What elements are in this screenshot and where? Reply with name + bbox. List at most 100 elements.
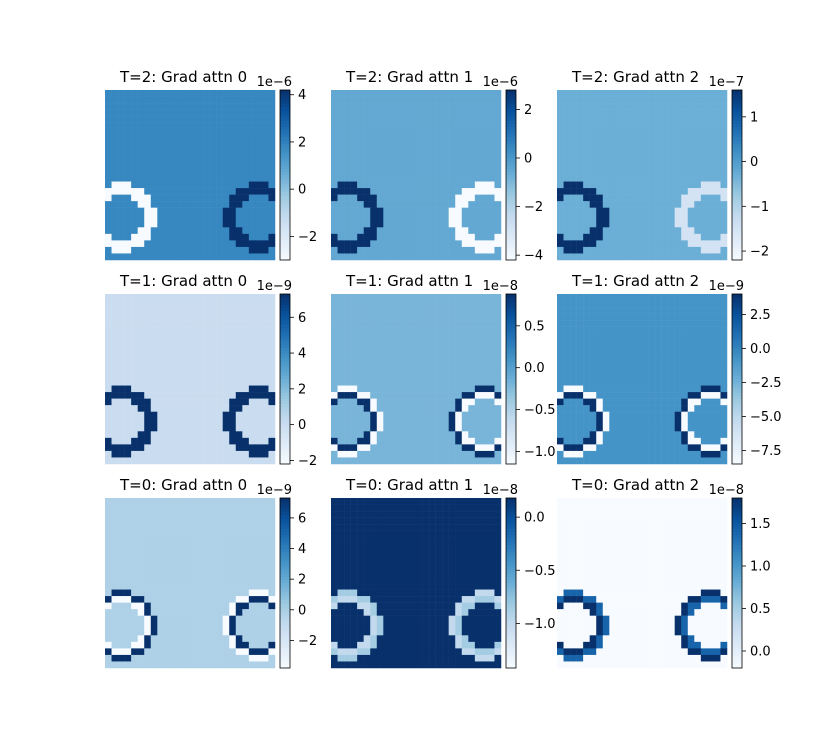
heatmap-cell [177,162,184,169]
heatmap-cell [236,333,243,340]
heatmap-cell [390,353,397,360]
heatmap-cell [268,570,275,577]
colorbar-segment [280,152,290,155]
colorbar-segment [506,294,516,297]
heatmap-cell [429,451,436,458]
heatmap-cell [635,97,642,104]
heatmap-cell [223,544,230,551]
heatmap-cell [164,208,171,215]
heatmap-cell [151,333,158,340]
heatmap-cell [635,320,642,327]
heatmap-cell [701,399,708,406]
heatmap-cell [210,136,217,143]
heatmap-cell [622,320,629,327]
heatmap-cell [138,333,145,340]
heatmap-cell [229,505,236,512]
heatmap-cell [720,359,727,366]
heatmap-cell [255,301,262,308]
heatmap-cell [118,444,125,451]
heatmap-cell [190,320,197,327]
heatmap-cell [655,399,662,406]
heatmap-cell [475,214,482,221]
heatmap-cell [423,431,430,438]
heatmap-cell [229,333,236,340]
heatmap-cell [364,234,371,241]
heatmap-cell [151,346,158,353]
heatmap-cell [223,576,230,583]
heatmap-cell [616,425,623,432]
heatmap-cell [494,97,501,104]
heatmap-cell [423,353,430,360]
colorbar-segment [506,382,516,385]
heatmap-cell [197,576,204,583]
heatmap-cell [157,616,164,623]
heatmap-cell [177,188,184,195]
heatmap-cell [377,162,384,169]
heatmap-cell [151,372,158,379]
heatmap-cell [157,221,164,228]
heatmap-cell [338,188,345,195]
heatmap-cell [164,240,171,247]
heatmap-cell [183,188,190,195]
heatmap-cell [662,221,669,228]
heatmap-cell [455,418,462,425]
heatmap-cell [596,444,603,451]
heatmap-cell [351,149,358,156]
colorbar-segment [506,331,516,334]
heatmap-cell [590,359,597,366]
heatmap-cell [138,399,145,406]
colorbar-segment [732,212,742,215]
heatmap-cell [396,253,403,260]
heatmap-cell [183,208,190,215]
heatmap-cell [603,425,610,432]
heatmap-cell [105,294,112,301]
heatmap-cell [177,596,184,603]
heatmap-cell [609,451,616,458]
heatmap-cell [455,386,462,393]
heatmap-cell [468,431,475,438]
heatmap-cell [429,333,436,340]
colorbar-segment [506,342,516,345]
heatmap-cell [449,162,456,169]
heatmap-cell [125,320,132,327]
heatmap-cell [151,616,158,623]
heatmap-cell [157,103,164,110]
panel-5: T=1: Grad attn 10.50.0−0.5−1.01e−8 [331,272,556,464]
heatmap-cell [351,431,358,438]
heatmap-cell [681,340,688,347]
heatmap-cell [105,201,112,208]
heatmap-cell [255,155,262,162]
heatmap-cell [183,366,190,373]
heatmap-cell [668,327,675,334]
heatmap-cell [455,333,462,340]
heatmap-cell [203,208,210,215]
heatmap-cell [694,399,701,406]
heatmap-cell [357,444,364,451]
heatmap-cell [377,457,384,464]
heatmap-cell [481,247,488,254]
heatmap-cell [681,247,688,254]
heatmap-cell [436,320,443,327]
heatmap-cell [370,346,377,353]
heatmap-cell [197,596,204,603]
heatmap-cell [449,457,456,464]
heatmap-cell [138,307,145,314]
heatmap-cell [590,182,597,189]
heatmap-cell [197,451,204,458]
colorbar-segment [506,402,516,405]
heatmap-cell [583,195,590,202]
heatmap-cell [416,195,423,202]
heatmap-cell [577,399,584,406]
heatmap-cell [642,457,649,464]
heatmap-cell [455,438,462,445]
heatmap-cell [668,451,675,458]
heatmap-cell [170,301,177,308]
heatmap-cell [131,97,138,104]
heatmap-cell [338,149,345,156]
heatmap-cell [603,457,610,464]
heatmap-cell [164,320,171,327]
heatmap-cell [144,444,151,451]
colorbar-segment [732,427,742,430]
heatmap-cell [262,90,269,97]
